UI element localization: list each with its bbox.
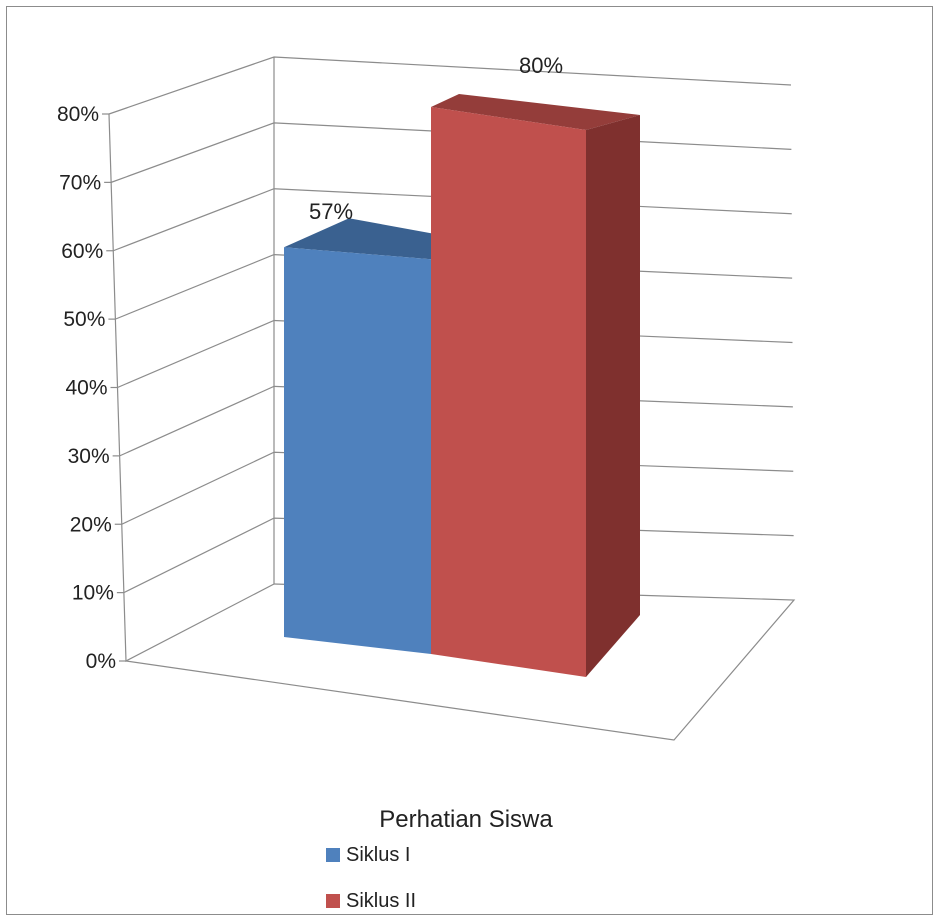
y-tick-label: 70% (59, 171, 101, 194)
chart-legend: Siklus I Siklus II (326, 844, 416, 912)
bar-siklus-2-side (586, 115, 640, 677)
data-label: 80% (519, 53, 563, 78)
bar-siklus-2-top (431, 94, 640, 130)
legend-label: Siklus I (346, 844, 410, 866)
data-label: 57% (309, 199, 353, 224)
y-tick-label: 40% (65, 377, 107, 400)
y-tick-label: 20% (70, 513, 112, 536)
chart-svg: 0% 10% 20% 30% 40% 50% 60% 70% 80% 57% 80% Perhatia… (57, 53, 796, 912)
legend-swatch (326, 894, 340, 908)
legend-swatch (326, 848, 340, 862)
chart-labels: 0% 10% 20% 30% 40% 50% 60% 70% 80% 57% 80% Perhatia… (57, 53, 563, 833)
bar-siklus-2 (431, 107, 586, 677)
y-tick-label: 80% (57, 103, 99, 126)
left-wall (108, 57, 275, 662)
y-tick-label: 30% (68, 445, 110, 468)
bar-siklus-1 (284, 247, 431, 654)
y-tick-label: 10% (72, 582, 114, 605)
y-tick-label: 60% (61, 240, 103, 263)
legend-label: Siklus II (346, 890, 416, 912)
chart-bars (284, 94, 640, 677)
category-label: Perhatian Siswa (379, 806, 553, 833)
chart-frame: 0% 10% 20% 30% 40% 50% 60% 70% 80% 57% 80% Perhatia… (6, 6, 933, 915)
y-tick-label: 0% (86, 650, 116, 673)
bar-siklus-1-top (284, 218, 431, 260)
y-tick-label: 50% (63, 308, 105, 331)
